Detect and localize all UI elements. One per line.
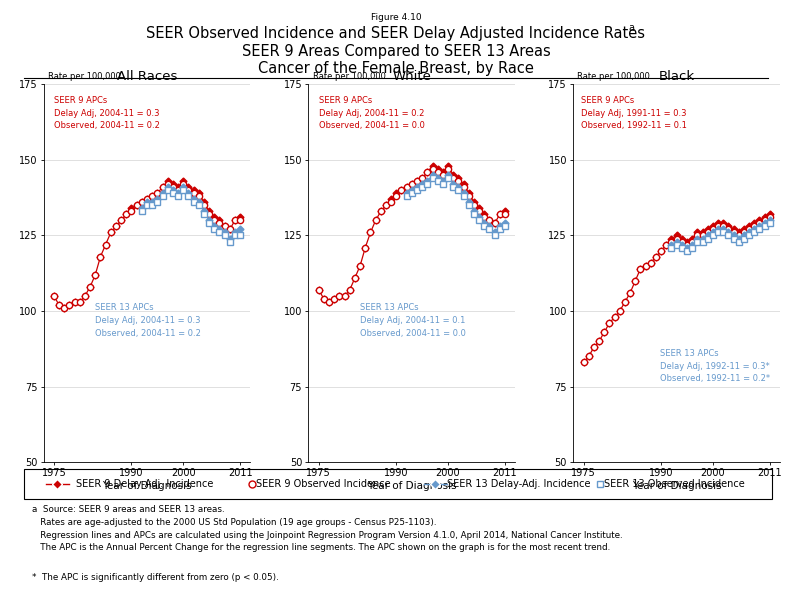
Text: SEER 9 Areas Compared to SEER 13 Areas: SEER 9 Areas Compared to SEER 13 Areas <box>242 44 550 59</box>
Text: SEER 13 Delay-Adj. Incidence: SEER 13 Delay-Adj. Incidence <box>447 479 590 489</box>
Text: Rate per 100,000: Rate per 100,000 <box>313 72 386 81</box>
Text: SEER 13 APCs
Delay Adj, 2004-11 = 0.1
Observed, 2004-11 = 0.0: SEER 13 APCs Delay Adj, 2004-11 = 0.1 Ob… <box>360 304 466 338</box>
Text: *  The APC is significantly different from zero (p < 0.05).: * The APC is significantly different fro… <box>32 573 279 583</box>
Text: SEER Observed Incidence and SEER Delay Adjusted Incidence Rates: SEER Observed Incidence and SEER Delay A… <box>147 26 645 41</box>
Text: SEER 9 Delay-Adj. Incidence: SEER 9 Delay-Adj. Incidence <box>76 479 214 489</box>
Text: a  Source: SEER 9 areas and SEER 13 areas.
   Rates are age-adjusted to the 2000: a Source: SEER 9 areas and SEER 13 areas… <box>32 505 623 553</box>
Text: SEER 9 APCs
Delay Adj, 2004-11 = 0.2
Observed, 2004-11 = 0.0: SEER 9 APCs Delay Adj, 2004-11 = 0.2 Obs… <box>318 96 425 130</box>
Text: SEER 13 APCs
Delay Adj, 1992-11 = 0.3*
Observed, 1992-11 = 0.2*: SEER 13 APCs Delay Adj, 1992-11 = 0.3* O… <box>660 349 771 384</box>
Text: Rate per 100,000: Rate per 100,000 <box>577 72 650 81</box>
Text: Figure 4.10: Figure 4.10 <box>371 13 421 23</box>
Title: White: White <box>392 70 432 83</box>
Text: SEER 9 APCs
Delay Adj, 1991-11 = 0.3
Observed, 1992-11 = 0.1: SEER 9 APCs Delay Adj, 1991-11 = 0.3 Obs… <box>581 96 687 130</box>
Text: SEER 13 APCs
Delay Adj, 2004-11 = 0.3
Observed, 2004-11 = 0.2: SEER 13 APCs Delay Adj, 2004-11 = 0.3 Ob… <box>95 304 201 338</box>
Text: SEER 13 Observed Incidence: SEER 13 Observed Incidence <box>604 479 744 489</box>
Text: Cancer of the Female Breast, by Race: Cancer of the Female Breast, by Race <box>258 61 534 76</box>
Title: Black: Black <box>659 70 695 83</box>
Title: All Races: All Races <box>117 70 177 83</box>
X-axis label: Year of Diagnosis: Year of Diagnosis <box>367 481 457 491</box>
Text: Rate per 100,000: Rate per 100,000 <box>48 72 120 81</box>
Text: SEER 9 APCs
Delay Adj, 2004-11 = 0.3
Observed, 2004-11 = 0.2: SEER 9 APCs Delay Adj, 2004-11 = 0.3 Obs… <box>54 96 160 130</box>
X-axis label: Year of Diagnosis: Year of Diagnosis <box>632 481 722 491</box>
X-axis label: Year of Diagnosis: Year of Diagnosis <box>102 481 192 491</box>
Text: SEER 9 Observed Incidence: SEER 9 Observed Incidence <box>256 479 390 489</box>
Text: a: a <box>628 23 634 32</box>
